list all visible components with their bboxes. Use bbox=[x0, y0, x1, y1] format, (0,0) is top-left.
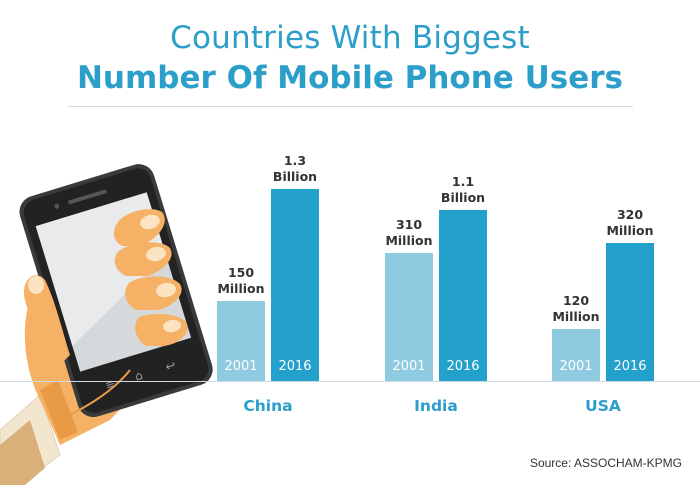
bar-value-label-china-2016-line-2: Billion bbox=[273, 169, 317, 184]
bar-year-label-usa-2016: 2016 bbox=[613, 359, 646, 374]
bar-value-label-china-2001-line-2: Million bbox=[217, 281, 264, 296]
bar-value-label-india-2016-line-1: 1.1 bbox=[452, 174, 474, 189]
svg-text:≡: ≡ bbox=[103, 376, 117, 392]
category-label-china: China bbox=[243, 397, 292, 415]
bar-value-label-china-2016-line-1: 1.3 bbox=[284, 153, 306, 168]
bar-value-label-india-2001-line-2: Million bbox=[385, 233, 432, 248]
chart-title-line-1: Countries With Biggest bbox=[170, 20, 530, 56]
bar-value-label-usa-2016-line-1: 320 bbox=[617, 207, 643, 222]
bar-year-label-china-2001: 2001 bbox=[224, 359, 257, 374]
bar-india-2001 bbox=[385, 253, 433, 381]
chart-title-line-2: Number Of Mobile Phone Users bbox=[76, 60, 623, 96]
bar-value-label-india-2016-line-2: Billion bbox=[441, 190, 485, 205]
bar-value-label-usa-2001-line-1: 120 bbox=[563, 293, 589, 308]
category-label-usa: USA bbox=[585, 397, 621, 415]
bar-year-label-china-2016: 2016 bbox=[278, 359, 311, 374]
bar-usa-2016 bbox=[606, 243, 654, 381]
bar-china-2016 bbox=[271, 189, 319, 381]
svg-text:↩: ↩ bbox=[164, 358, 178, 374]
svg-text:⌂: ⌂ bbox=[133, 368, 144, 384]
bar-india-2016 bbox=[439, 210, 487, 381]
category-label-india: India bbox=[414, 397, 458, 415]
bar-year-label-usa-2001: 2001 bbox=[559, 359, 592, 374]
chart-baseline bbox=[0, 381, 700, 382]
bar-year-label-india-2016: 2016 bbox=[446, 359, 479, 374]
bar-value-label-usa-2016-line-2: Million bbox=[606, 223, 653, 238]
title-divider bbox=[68, 106, 633, 107]
bar-year-label-india-2001: 2001 bbox=[392, 359, 425, 374]
source-note: Source: ASSOCHAM-KPMG bbox=[529, 456, 682, 470]
bar-value-label-usa-2001-line-2: Million bbox=[552, 309, 599, 324]
bar-china-2001 bbox=[217, 301, 265, 381]
bar-value-label-india-2001-line-1: 310 bbox=[396, 217, 422, 232]
bar-value-label-china-2001-line-1: 150 bbox=[228, 265, 254, 280]
bar-usa-2001 bbox=[552, 329, 600, 381]
